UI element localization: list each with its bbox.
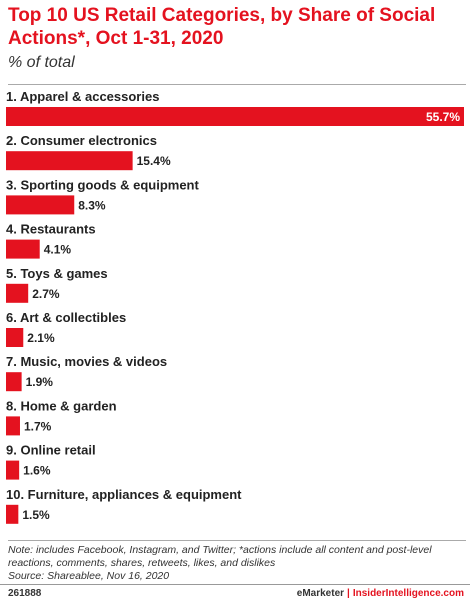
bar [6,283,29,303]
bar [6,195,75,215]
category-label: 2. Consumer electronics [6,133,157,148]
chart-id: 261888 [8,588,42,599]
category-label: 3. Sporting goods & equipment [6,177,200,192]
category-label: 6. Art & collectibles [6,310,126,325]
category-label: 4. Restaurants [6,222,96,237]
top-divider [8,84,466,85]
bar [6,107,464,126]
bar [6,372,22,392]
category-label: 10. Furniture, appliances & equipment [6,487,242,502]
source-text: Source: Shareablee, Nov 16, 2020 [8,570,170,582]
brand-emarketer: eMarketer [296,588,345,599]
chart-notes: Note: includes Facebook, Instagram, and … [8,544,468,583]
footer-brand: eMarketer | InsiderIntelligence.com [297,588,464,599]
bar [6,239,40,259]
category-label: 1. Apparel & accessories [6,89,159,104]
category-label: 8. Home & garden [6,398,117,413]
category-label: 5. Toys & games [6,266,108,281]
category-label: 7. Music, movies & videos [6,354,167,369]
brand-insider-intelligence: InsiderIntelligence.com [352,588,464,599]
bar-chart: 1. Apparel & accessories 55.7% 2. Consumer… [6,89,464,524]
brand-separator: | [347,588,350,599]
bar [6,328,24,347]
value-label: 2.7% [32,287,60,301]
value-label: 8.3% [78,198,106,212]
bar [6,416,20,436]
chart-title: Top 10 US Retail Categories, by Share of… [8,5,436,49]
value-label: 55.7% [426,110,460,124]
category-label: 9. Online retail [6,443,96,458]
note-text: Note: includes Facebook, Instagram, and … [8,544,432,569]
value-label: 1.6% [23,464,51,478]
bar [6,151,133,171]
bottom-divider [8,540,466,541]
bar [6,504,19,524]
value-label: 1.9% [26,375,54,389]
value-label: 4.1% [44,243,72,257]
chart-subtitle: % of total [8,54,75,71]
value-label: 1.7% [24,419,52,433]
value-label: 15.4% [137,154,171,168]
value-label: 1.5% [22,508,50,522]
value-label: 2.1% [27,331,55,345]
bar [6,460,20,480]
footer-divider [0,584,470,585]
